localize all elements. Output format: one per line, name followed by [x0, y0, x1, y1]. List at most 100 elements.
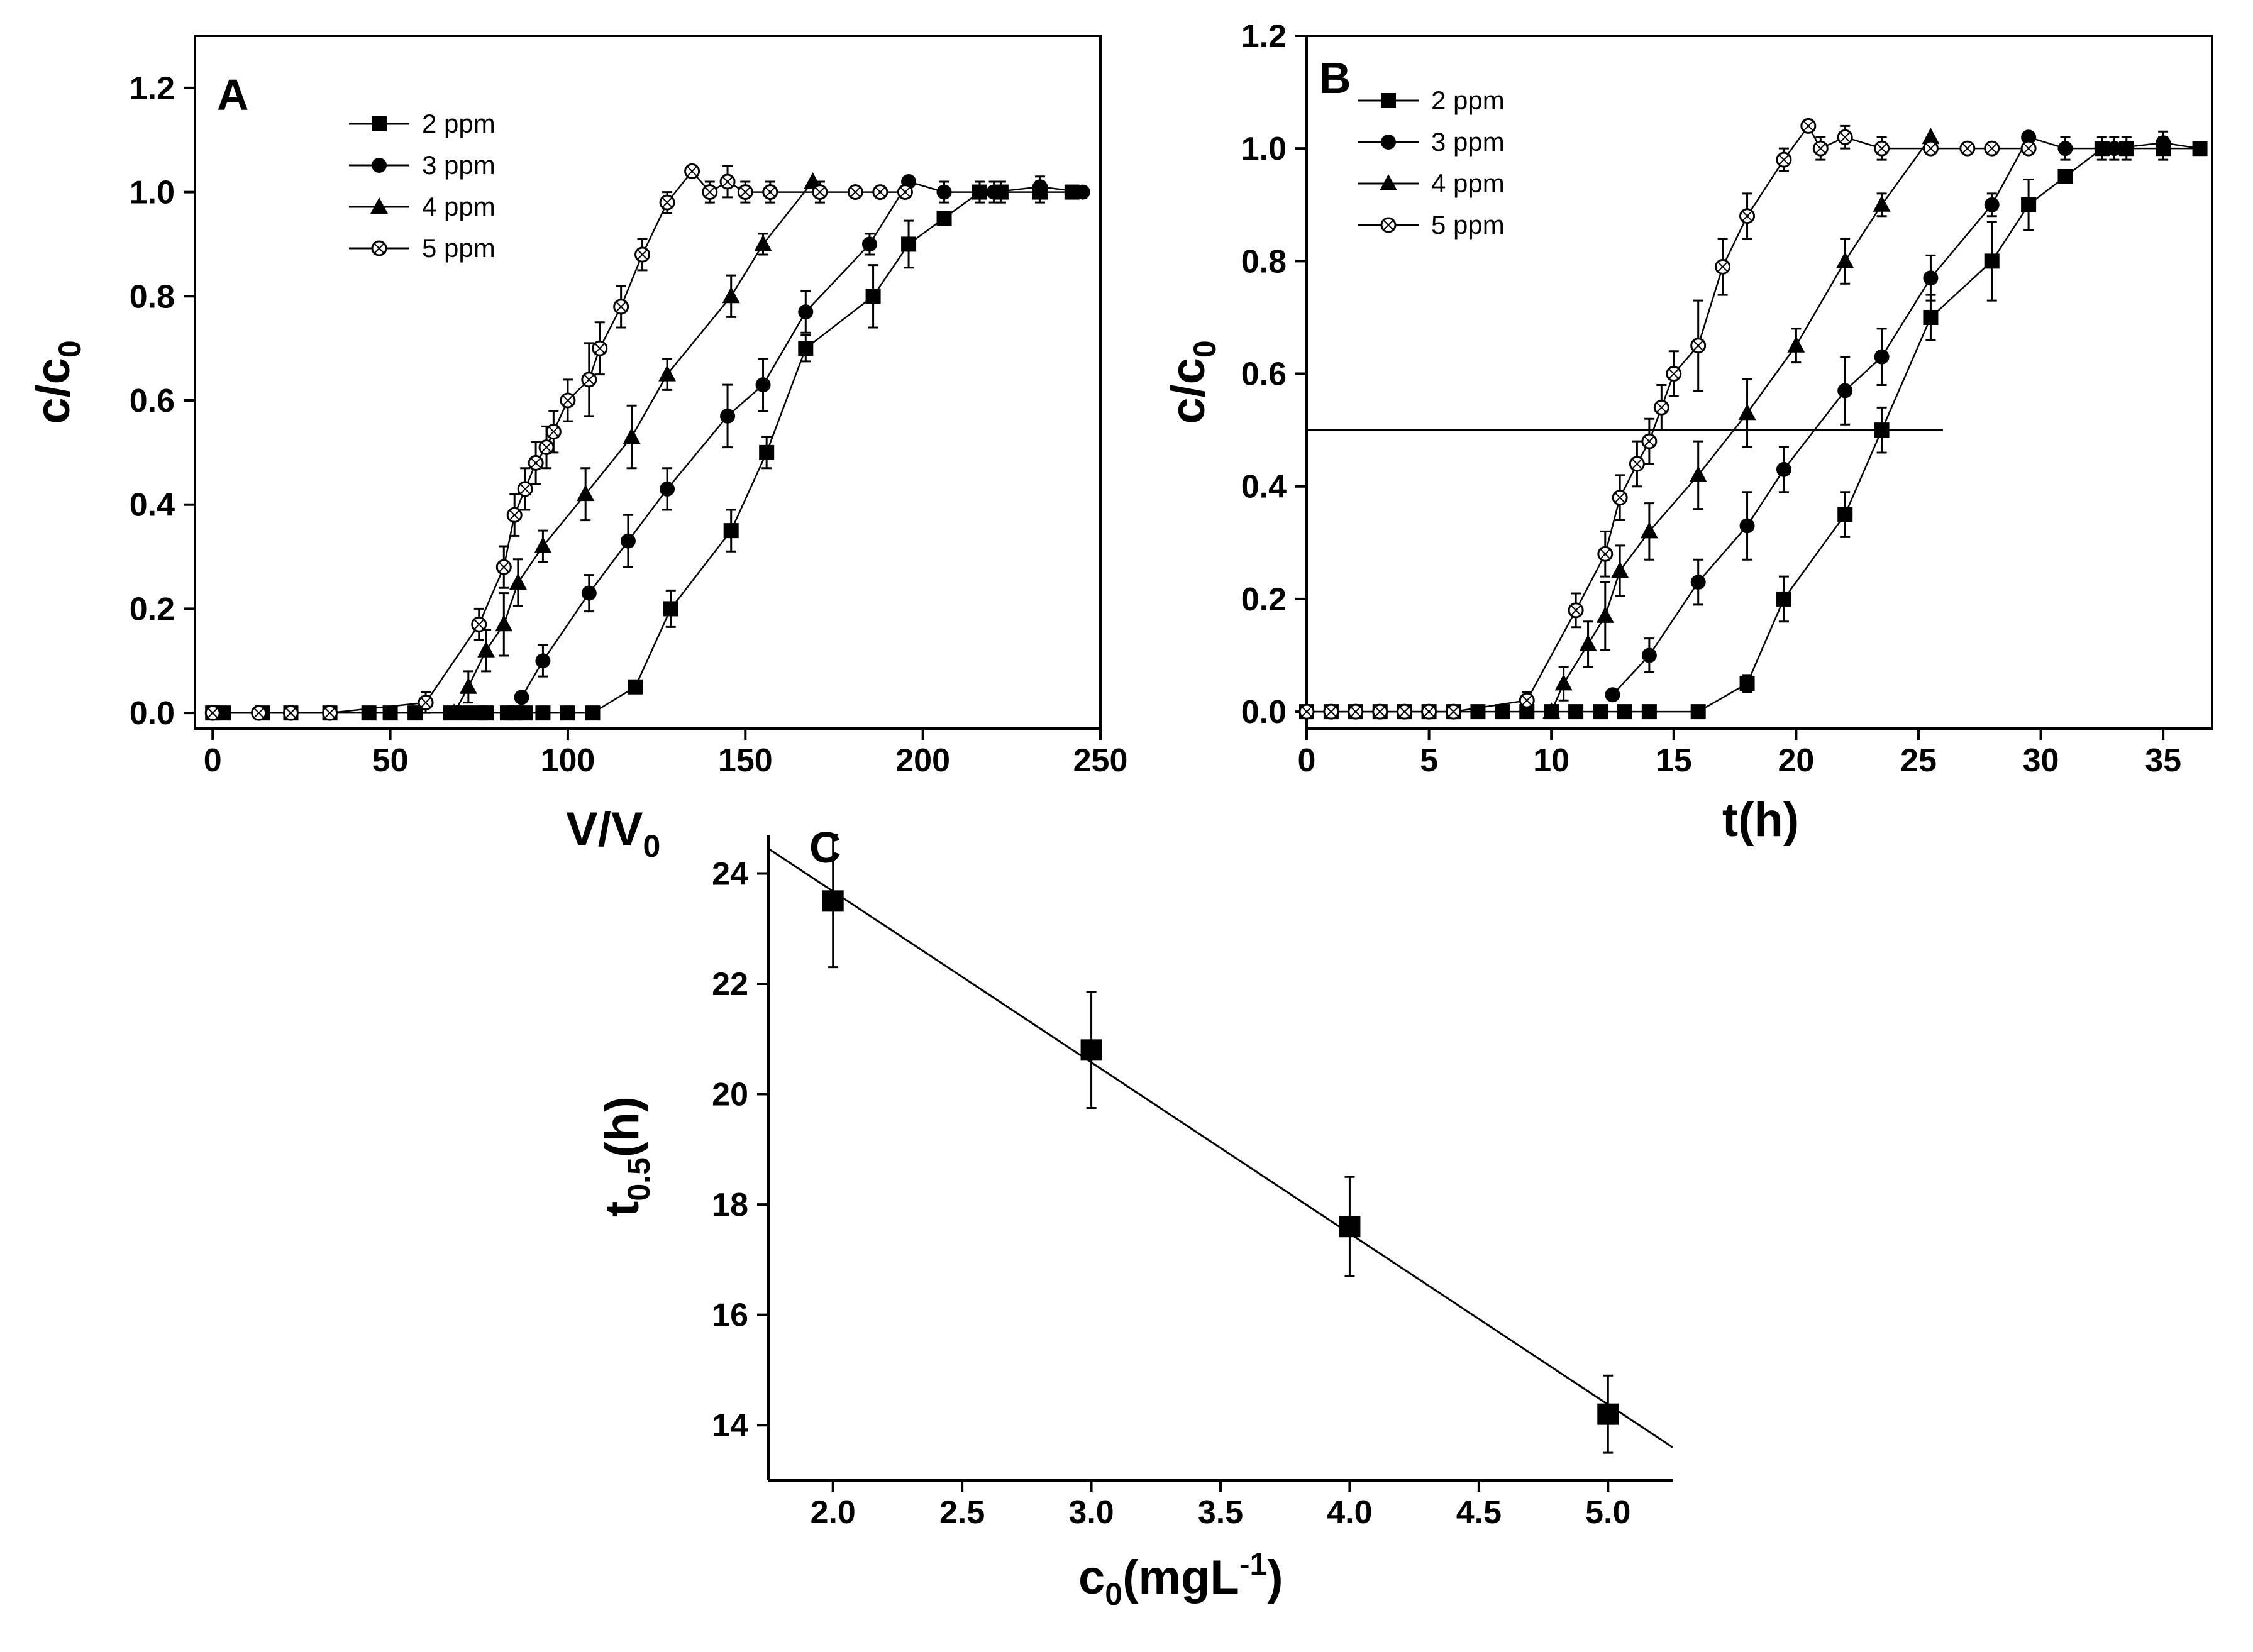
panel-a-series-3-ppm [514, 174, 1090, 705]
panel-a-data-point [658, 365, 677, 382]
panel-a-legend-label: 2 ppm [422, 109, 495, 138]
panel-a-data-point [723, 523, 739, 539]
panel-b-series-line [1612, 136, 2200, 696]
panel-a-data-point-hatch [740, 187, 750, 197]
panel-c-y-axis-label: t0.5(h) [595, 1096, 656, 1217]
panel-c-ylabel-main: t [595, 1201, 649, 1217]
panel-b-data-point-hatch [1600, 549, 1610, 559]
panel-b-x-tick-label: 35 [2145, 742, 2181, 779]
panel-a-data-point [581, 585, 597, 601]
panel-c-x-tick-label: 5.0 [1585, 1494, 1630, 1531]
panel-b-data-point-hatch [1669, 368, 1679, 379]
panel-a-data-point [720, 408, 736, 424]
panel-a-x-tick-label: 0 [204, 742, 222, 779]
panel-c-xlabel-end: ) [1267, 1551, 1283, 1604]
panel-b-series-3-ppm [1605, 129, 2208, 703]
panel-a-y-axis-label: c/c0 [26, 340, 87, 424]
panel-c-x-tick-label: 4.0 [1327, 1494, 1372, 1531]
panel-b-legend-marker-hatch [1383, 220, 1393, 230]
panel-a-data-point-hatch [584, 375, 594, 385]
panel-b-series-line [1551, 136, 1932, 712]
panel-a-data-point [535, 705, 551, 721]
panel-b-data-point [1605, 687, 1620, 703]
panel-b-series-line [1307, 124, 2029, 713]
panel-b-x-tick-label: 5 [1420, 742, 1438, 779]
panel-b-data-point-hatch [1803, 121, 1813, 131]
panel-b-data-point [1640, 522, 1658, 539]
panel-c-ylabel-rest: (h) [595, 1096, 649, 1157]
panel-b-data-point [1874, 349, 1890, 365]
panel-a-xlabel-sub: 0 [643, 829, 661, 864]
panel-a-data-point [804, 172, 822, 189]
panel-b-data-point-hatch [1632, 459, 1642, 469]
panel-b-data-point [1776, 461, 1791, 477]
panel-a-ylabel-sub: 0 [52, 340, 87, 358]
panel-a-data-point [754, 234, 772, 251]
panel-c-data-point [1080, 1039, 1102, 1061]
panel-a-data-point-hatch [285, 708, 296, 718]
panel-a-plot-frame [194, 35, 1102, 730]
panel-c-xlabel-sub: 0 [1105, 1577, 1122, 1612]
panel-b-data-point [1593, 704, 1608, 720]
panel-b-data-point-hatch [1615, 492, 1625, 503]
panel-c-x-axis-label: c0(mgL-1) [1078, 1546, 1283, 1612]
panel-a-data-point [861, 236, 877, 252]
panel-c-xlabel-main: c [1078, 1551, 1105, 1604]
panel-b-data-point-hatch [1779, 155, 1789, 165]
panel-c-xlabel-rest: (mgL [1122, 1551, 1239, 1604]
panel-a-data-point [534, 537, 552, 553]
panel-b-data-point-hatch [1693, 341, 1703, 351]
panel-b-data-point [1690, 575, 1706, 590]
panel-b-data-point [1739, 518, 1755, 534]
panel-b-data-point-hatch [1302, 707, 1312, 717]
svg-text:c/c0: c/c0 [26, 340, 87, 424]
panel-b-y-tick-label: 0.8 [1241, 243, 1287, 280]
panel-b: 0 5 10 15 20 25 30 35 0.0 0.2 0.4 0.6 0.8 1.0 1.2 B 2 … [1161, 18, 2213, 847]
panel-a-letter: A [217, 70, 249, 119]
panel-b-data-point [1690, 704, 1706, 720]
panel-a-data-point-hatch [875, 187, 885, 197]
panel-b-data-point-hatch [2023, 143, 2034, 153]
panel-a-data-point-hatch [662, 197, 672, 207]
panel-b-legend-label: 2 ppm [1431, 85, 1505, 115]
panel-c-y-tick-label: 24 [712, 856, 748, 892]
panel-b-data-point [1611, 561, 1629, 578]
panel-a-y-tick-label: 0.0 [130, 695, 175, 732]
panel-a-ylabel-main: c/c [26, 358, 80, 424]
panel-b-data-point [1984, 253, 2000, 269]
panel-b-data-point [2021, 129, 2037, 145]
panel-b-data-point-hatch [1375, 707, 1385, 717]
panel-c-points [822, 834, 1619, 1454]
panel-a-series-4-ppm [445, 172, 822, 720]
panel-b-data-point-hatch [1742, 211, 1752, 221]
panel-a-data-point [445, 703, 463, 720]
panel-b-data-point [2106, 141, 2122, 157]
panel-b-plot-frame [1305, 35, 2213, 730]
panel-a-data-point [535, 653, 551, 669]
panel-a-data-point-hatch [499, 562, 509, 572]
panel-a-x-axis-label: V/V0 [566, 803, 660, 864]
panel-c-x-tick-label: 2.5 [939, 1494, 985, 1531]
panel-b-data-point-hatch [1351, 707, 1361, 717]
panel-b-data-point [1923, 270, 1939, 286]
panel-b-data-point [1837, 383, 1853, 399]
panel-b-data-point [1787, 336, 1805, 353]
panel-b-legend-marker [1380, 174, 1397, 190]
panel-a-data-point [382, 705, 398, 721]
panel-a-data-point-hatch [531, 458, 541, 468]
panel-c-x-tick-label: 2.0 [811, 1494, 856, 1531]
panel-b-x-tick-label: 0 [1298, 742, 1316, 779]
panel-b-data-point [2057, 168, 2073, 184]
panel-a-legend-marker [372, 158, 387, 173]
panel-a-data-point [628, 679, 643, 695]
panel-b-series-5-ppm [1298, 118, 2037, 720]
panel-a-data-point-hatch [253, 708, 264, 718]
panel-a-data-point-hatch [520, 484, 530, 494]
panel-a-data-point [577, 485, 595, 502]
panel-a-data-point [495, 615, 513, 632]
panel-a-y-tick-label: 1.2 [130, 70, 175, 107]
panel-a-data-point-hatch [509, 510, 519, 520]
panel-a-x-tick-label: 250 [1073, 742, 1128, 779]
panel-b-data-point [1568, 704, 1584, 720]
